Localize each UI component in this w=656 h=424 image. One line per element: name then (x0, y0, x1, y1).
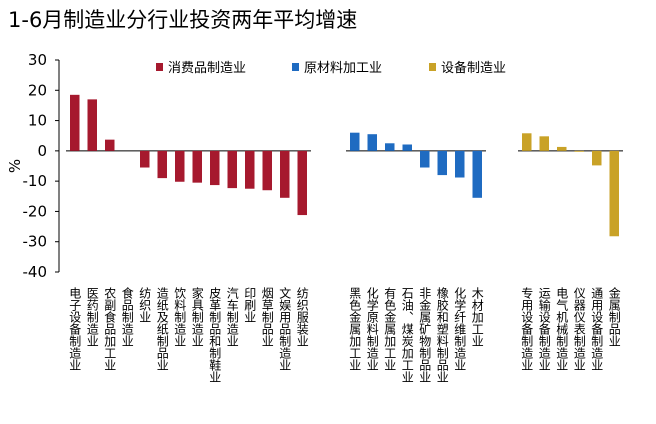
bar (420, 150, 430, 168)
category-label: 家具制造业 (190, 286, 204, 347)
category-label: 皮革制品和制鞋业 (208, 287, 222, 383)
category-label: 黑色金属加工业 (348, 287, 362, 371)
bar (70, 94, 80, 151)
bar (280, 150, 290, 198)
y-tick-label: 30 (28, 51, 47, 69)
category-label: 仪器仪表制造业 (572, 287, 586, 371)
legend-label: 设备制造业 (441, 60, 506, 76)
category-label: 有色金属加工业 (383, 287, 397, 371)
y-tick-label: 20 (28, 81, 47, 99)
bar (245, 150, 255, 189)
y-tick-label: -30 (23, 233, 48, 251)
category-labels: 电子设备制造业 医药制造业 农副食品加工业 食品制造业 纺织业 造纸及纸制品业 饮料制造业家… (68, 286, 622, 383)
category-label: 纺织业 (138, 287, 152, 323)
category-label: 医药制造业 (85, 287, 99, 347)
y-tick-label: 0 (37, 142, 47, 160)
bar (539, 136, 549, 151)
category-label: 烟草制品业 (260, 287, 274, 347)
bar (297, 150, 307, 216)
bar (367, 134, 377, 151)
bar (437, 150, 447, 176)
bar (455, 150, 465, 178)
bar (140, 150, 150, 168)
legend-swatch (429, 63, 436, 71)
legend-label: 原材料加工业 (304, 61, 382, 76)
bar (210, 150, 220, 186)
category-label: 橡胶和塑料制品业 (435, 287, 449, 383)
category-label: 农副食品加工业 (103, 287, 117, 371)
bars (66, 94, 623, 237)
category-label: 汽车制造业 (225, 286, 239, 347)
bar (262, 150, 272, 191)
category-label: 食品制造业 (120, 286, 134, 347)
bar (592, 150, 602, 166)
bar (192, 150, 202, 183)
category-label: 运输设备制造业 (537, 287, 551, 371)
bar (385, 143, 395, 151)
bar (87, 99, 97, 151)
legend: 消费品制造业 原材料加工业 设备制造业 (156, 60, 506, 76)
category-label: 饮料制造业 (173, 287, 187, 347)
y-axis: 30 20 10 0 -10 -20 -30 -40% (6, 51, 60, 281)
category-label: 非金属矿物制品业 (418, 287, 432, 383)
category-label: 化学原料制造业 (365, 287, 379, 371)
bar (350, 132, 360, 151)
category-label: 造纸及纸制品业 (155, 287, 169, 371)
y-tick-label: -40 (23, 263, 48, 281)
category-label: 电子设备制造业 (68, 287, 82, 371)
bar (105, 139, 115, 151)
category-label: 化学纤维制造业 (453, 287, 467, 371)
bar (175, 150, 185, 182)
category-label: 石油、煤炭加工业 (400, 287, 414, 383)
category-label: 通用设备制造业 (590, 287, 604, 371)
category-label: 纺织服装业 (295, 287, 309, 347)
chart-title: 1-6月制造业分行业投资两年平均增速 (8, 8, 358, 32)
bar (557, 146, 567, 151)
category-label: 木材加工业 (470, 287, 484, 347)
legend-label: 消费品制造业 (168, 61, 246, 76)
category-label: 电气机械制造业 (555, 287, 569, 371)
y-axis-label: % (6, 159, 24, 173)
bar (157, 150, 167, 179)
bar (227, 150, 237, 189)
bar (402, 144, 412, 151)
y-tick-label: -20 (23, 202, 48, 220)
bar (522, 133, 532, 151)
legend-swatch (156, 63, 163, 71)
bar (574, 150, 584, 152)
category-label: 金属制品业 (607, 286, 621, 347)
category-label: 专用设备制造业 (520, 286, 534, 371)
y-tick-label: 10 (28, 112, 47, 130)
category-label: 印刷业 (243, 287, 257, 323)
legend-swatch (292, 63, 299, 71)
bar (472, 150, 482, 198)
category-label: 文娱用品制造业 (278, 286, 292, 371)
y-tick-label: -10 (23, 172, 48, 190)
bar (609, 150, 619, 237)
